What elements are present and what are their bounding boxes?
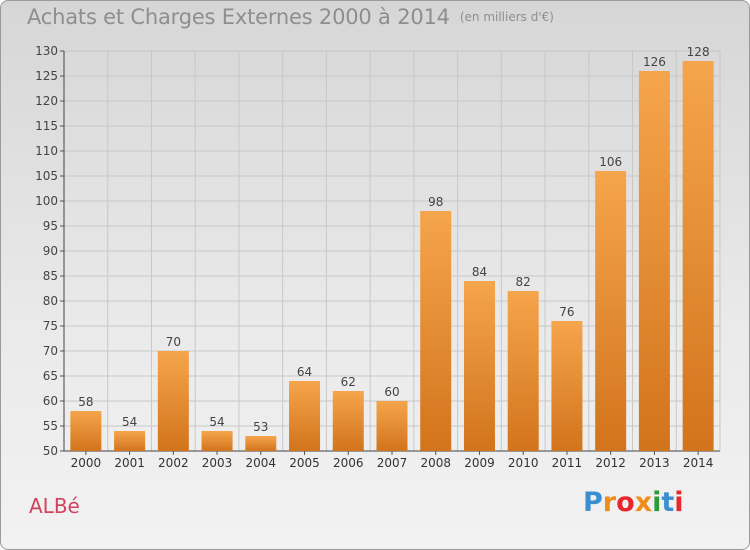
chart-title-text: Achats et Charges Externes 2000 à 2014 — [27, 5, 450, 29]
y-tick-label: 125 — [35, 69, 58, 83]
data-label: 106 — [599, 155, 622, 169]
y-tick-label: 85 — [43, 269, 58, 283]
bar-2000 — [70, 411, 102, 451]
x-tick-label: 2005 — [289, 456, 320, 470]
logo-letter: P — [583, 487, 603, 518]
chart-unit-text: (en milliers d'€) — [459, 10, 554, 24]
y-tick-label: 100 — [35, 194, 58, 208]
data-label: 54 — [209, 415, 224, 429]
x-tick-label: 2009 — [464, 456, 495, 470]
x-tick-label: 2014 — [683, 456, 714, 470]
bar-2005 — [289, 381, 321, 451]
logo-letter: r — [602, 487, 617, 518]
logo-letter: t — [661, 487, 675, 518]
x-tick-label: 2002 — [158, 456, 189, 470]
x-tick-label: 2006 — [333, 456, 364, 470]
x-tick-label: 2012 — [595, 456, 626, 470]
bars — [70, 61, 714, 451]
data-label: 126 — [643, 55, 666, 69]
logo-letter: i — [674, 487, 684, 518]
y-tick-label: 60 — [43, 394, 58, 408]
data-label: 84 — [472, 265, 487, 279]
bar-2008 — [420, 211, 452, 451]
data-label: 53 — [253, 420, 268, 434]
y-tick-label: 130 — [35, 44, 58, 58]
proxiti-logo[interactable]: Proxiti — [583, 487, 684, 518]
bar-2010 — [507, 291, 539, 451]
bar-2006 — [332, 391, 364, 451]
bar-2002 — [157, 351, 189, 451]
data-label: 98 — [428, 195, 443, 209]
x-tick-label: 2013 — [639, 456, 670, 470]
data-label: 70 — [166, 335, 181, 349]
x-tick-label: 2008 — [420, 456, 451, 470]
y-tick-label: 110 — [35, 144, 58, 158]
commune-name: ALBé — [29, 494, 80, 518]
bar-2013 — [638, 71, 670, 451]
y-tick-label: 115 — [35, 119, 58, 133]
logo-letter: o — [616, 487, 635, 518]
logo-letter: i — [652, 487, 662, 518]
x-tick-label: 2004 — [246, 456, 277, 470]
bar-2009 — [463, 281, 495, 451]
y-tick-label: 105 — [35, 169, 58, 183]
data-label: 62 — [341, 375, 356, 389]
x-tick-label: 2000 — [71, 456, 102, 470]
bar-2007 — [376, 401, 408, 451]
x-tick-label: 2007 — [377, 456, 408, 470]
data-labels: 58 54 70 54 53 64 62 60 98 84 82 76 106 126 128 — [78, 45, 709, 434]
x-tick-label: 2003 — [202, 456, 233, 470]
bar-2003 — [201, 431, 233, 451]
bar-2012 — [595, 171, 627, 451]
y-tick-label: 65 — [43, 369, 58, 383]
y-tick-label: 70 — [43, 344, 58, 358]
y-tick-label: 75 — [43, 319, 58, 333]
x-tick-label: 2011 — [552, 456, 583, 470]
data-label: 54 — [122, 415, 137, 429]
y-tick-label: 80 — [43, 294, 58, 308]
y-tick-label: 120 — [35, 94, 58, 108]
x-tick-label: 2010 — [508, 456, 539, 470]
data-label: 58 — [78, 395, 93, 409]
data-label: 82 — [516, 275, 531, 289]
bar-2004 — [245, 436, 277, 451]
chart-title: Achats et Charges Externes 2000 à 2014 (e… — [27, 5, 554, 29]
data-label: 64 — [297, 365, 312, 379]
bar-2014 — [682, 61, 714, 451]
data-label: 76 — [559, 305, 574, 319]
data-label: 60 — [384, 385, 399, 399]
bar-2011 — [551, 321, 583, 451]
y-tick-label: 95 — [43, 219, 58, 233]
y-tick-label: 50 — [43, 444, 58, 458]
data-label: 128 — [687, 45, 710, 59]
y-tick-label: 55 — [43, 419, 58, 433]
y-tick-label: 90 — [43, 244, 58, 258]
logo-letter: x — [634, 487, 653, 518]
x-tick-label: 2001 — [114, 456, 145, 470]
bar-2001 — [114, 431, 146, 451]
